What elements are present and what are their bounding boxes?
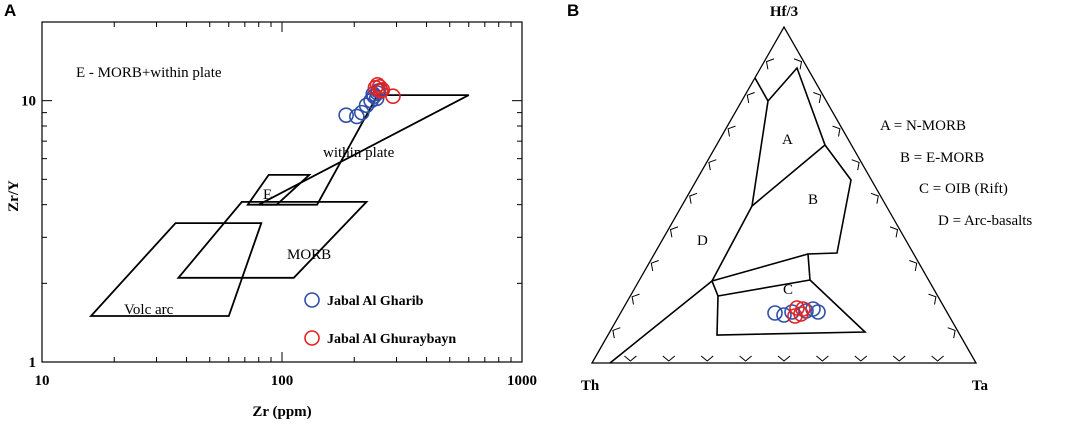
- field-label-volc-arc: Volc arc: [124, 302, 174, 318]
- legend-label-ghuraybayn: Jabal Al Ghuraybayn: [327, 332, 456, 347]
- panel-a-tick-labels: 10 100 1000 1 10: [21, 94, 537, 389]
- panel-a-fields: [88, 94, 470, 317]
- ternary-tick: [689, 192, 698, 204]
- ternary-triangle: [590, 25, 978, 364]
- legend-label-gharib: Jabal Al Gharib: [327, 294, 424, 309]
- ternary-tick: [854, 355, 868, 362]
- ternary-tick: [631, 293, 640, 305]
- ternary-tick: [889, 226, 899, 238]
- ternary-tick: [746, 92, 755, 103]
- ternary-points: [767, 300, 826, 324]
- ternary-tick: [765, 58, 775, 70]
- ternary-legend-d: D = Arc-basalts: [938, 213, 1032, 229]
- ternary-tick: [708, 159, 717, 171]
- ternary-tick: [793, 58, 803, 70]
- panel-b-label: B: [567, 1, 579, 20]
- ternary-legend-b: B = E-MORB: [900, 150, 984, 166]
- ternary-tick: [909, 260, 918, 271]
- ternary-tick: [727, 125, 736, 137]
- field-label-c: C: [783, 282, 793, 298]
- panel-a-xlabel: Zr (ppm): [252, 404, 311, 420]
- x-tick-label: 10: [35, 373, 50, 389]
- ternary-ticks: [612, 58, 956, 362]
- ternary-tick: [662, 355, 676, 362]
- panel-a-points: [338, 77, 401, 125]
- ternary-tick: [624, 355, 637, 362]
- apex-label-right: Ta: [972, 378, 989, 394]
- field-volc-arc: [88, 222, 263, 317]
- field-label-d: D: [697, 233, 708, 249]
- x-tick-label: 1000: [507, 373, 537, 389]
- panel-a-ticks: [41, 21, 522, 363]
- panel-a-annotation: E - MORB+within plate: [76, 65, 222, 81]
- ternary-tick: [612, 327, 621, 339]
- ternary-tick: [700, 355, 714, 362]
- apex-label-left: Th: [581, 378, 600, 394]
- panel-a-label: A: [4, 1, 16, 20]
- ternary-tick: [816, 355, 829, 362]
- ternary-point-gharib: [810, 304, 826, 320]
- boundary-c-top: [717, 279, 811, 297]
- boundary-b-c: [711, 253, 809, 282]
- field-label-e: E: [263, 187, 272, 203]
- field-label-within-plate: within plate: [323, 145, 395, 161]
- ternary-tick: [947, 327, 956, 339]
- y-tick-label: 10: [21, 94, 36, 110]
- ternary-tick: [931, 355, 944, 362]
- field-label-b: B: [808, 192, 818, 208]
- ternary-point-ghuraybayn: [795, 301, 811, 317]
- ternary-tick: [669, 226, 679, 238]
- ternary-tick: [870, 192, 879, 204]
- ternary-point-gharib: [776, 307, 792, 323]
- ternary-field-outline: [711, 66, 867, 336]
- field-label-morb: MORB: [287, 247, 331, 263]
- ternary-tick: [777, 355, 791, 362]
- ternary-tick: [892, 355, 906, 362]
- field-e: [246, 173, 312, 206]
- field-label-a: A: [782, 132, 793, 148]
- y-tick-label: 1: [29, 355, 37, 371]
- panel-a-ylabel: Zr/Y: [6, 180, 22, 212]
- ternary-tick: [650, 260, 659, 271]
- data-point-jabal-al-gharib: [349, 108, 365, 125]
- data-point-jabal-al-ghuraybayn: [385, 88, 401, 105]
- ternary-tick: [832, 125, 841, 137]
- data-point-jabal-al-gharib: [338, 107, 354, 123]
- ternary-tick: [928, 293, 937, 305]
- ternary-tick: [813, 92, 822, 103]
- ternary-tick: [851, 159, 860, 171]
- legend-marker-ghuraybayn: [304, 330, 320, 346]
- ternary-legend-c: C = OIB (Rift): [919, 181, 1008, 197]
- boundary-a-b: [751, 144, 826, 207]
- legend-marker-gharib: [304, 292, 320, 308]
- ternary-legend: A = N-MORB B = E-MORB C = OIB (Rift) D =…: [880, 118, 1032, 229]
- ternary-point-gharib: [767, 305, 783, 321]
- x-tick-label: 100: [271, 373, 294, 389]
- panel-a-legend: Jabal Al Gharib Jabal Al Ghuraybayn: [304, 292, 456, 347]
- boundary-d-base: [609, 280, 713, 364]
- apex-label-top: Hf/3: [770, 4, 798, 20]
- ternary-legend-a: A = N-MORB: [880, 118, 966, 134]
- ternary-tick: [739, 355, 752, 362]
- ternary-field-boundaries: [609, 66, 867, 364]
- field-morb: [176, 200, 369, 279]
